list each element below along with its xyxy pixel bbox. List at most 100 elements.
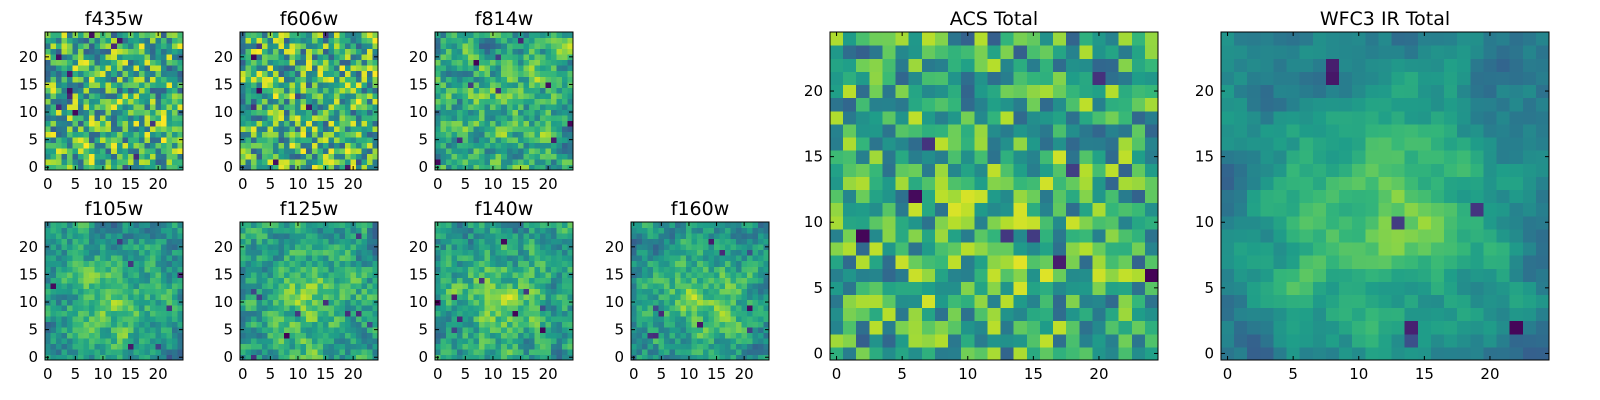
heatmap-cell: [166, 277, 173, 284]
heatmap-cell: [284, 125, 291, 132]
heatmap-cell: [144, 238, 151, 245]
heatmap-cell: [702, 282, 709, 289]
heatmap-cell: [724, 354, 731, 361]
heatmap-cell: [735, 304, 742, 311]
heatmap-cell: [528, 54, 535, 61]
heatmap-cell: [484, 244, 491, 251]
heatmap-cell: [1026, 307, 1041, 322]
heatmap-cell: [83, 54, 90, 61]
heatmap-cell: [446, 153, 453, 160]
heatmap-cell: [1092, 268, 1107, 282]
heatmap-cell: [245, 266, 252, 273]
heatmap-cell: [100, 238, 107, 245]
heatmap-cell: [245, 315, 252, 322]
heatmap-cell: [100, 92, 107, 99]
heatmap-cell: [730, 310, 737, 317]
heatmap-cell: [89, 348, 96, 356]
heatmap-cell: [262, 238, 269, 245]
heatmap-cell: [78, 147, 85, 155]
heatmap-cell: [556, 54, 563, 61]
heatmap-cell: [435, 260, 442, 267]
heatmap-cell: [534, 238, 541, 245]
heatmap-cell: [262, 147, 269, 155]
heatmap-cell: [1079, 268, 1093, 282]
heatmap-cell: [763, 343, 770, 350]
heatmap-cell: [100, 76, 107, 83]
heatmap-cell: [534, 266, 541, 273]
heatmap-cell: [333, 48, 340, 55]
heatmap-cell: [144, 131, 151, 138]
heatmap-cell: [262, 136, 269, 143]
heatmap-cell: [550, 109, 558, 116]
heatmap-cell: [144, 326, 151, 333]
heatmap-cell: [501, 255, 508, 262]
heatmap-cell: [724, 255, 731, 262]
heatmap-cell: [473, 343, 480, 350]
heatmap-cell: [50, 65, 57, 72]
heatmap-cell: [658, 227, 665, 234]
heatmap-cell: [100, 348, 107, 356]
heatmap-cell: [457, 43, 464, 50]
heatmap-cell: [556, 233, 563, 240]
heatmap-cell: [697, 238, 704, 245]
heatmap-cell: [713, 266, 720, 273]
heatmap-cell: [339, 304, 346, 311]
heatmap-cell: [300, 326, 307, 333]
heatmap-cell: [741, 315, 748, 322]
heatmap-cell: [680, 227, 687, 234]
heatmap-cell: [67, 103, 74, 110]
heatmap-cell: [56, 48, 63, 55]
heatmap-cell: [561, 76, 569, 83]
heatmap-cell: [355, 293, 363, 300]
heatmap-cell: [89, 54, 96, 61]
heatmap-cell: [561, 59, 569, 66]
heatmap-cell: [517, 59, 524, 66]
heatmap-cell: [350, 131, 357, 138]
heatmap-cell: [556, 304, 563, 311]
heatmap-cell: [350, 277, 357, 284]
heatmap-cell: [149, 32, 156, 39]
heatmap-cell: [869, 255, 884, 269]
heatmap-cell: [289, 131, 296, 138]
heatmap-cell: [166, 59, 173, 66]
heatmap-cell: [273, 233, 280, 240]
heatmap-cell: [869, 320, 884, 335]
heatmap-cell: [83, 98, 90, 105]
heatmap-cell: [149, 153, 156, 160]
heatmap-cell: [273, 332, 280, 339]
heatmap-cell: [713, 315, 720, 322]
heatmap-cell: [122, 54, 129, 61]
heatmap-cell: [440, 244, 447, 251]
heatmap-cell: [144, 125, 151, 132]
heatmap-cell: [473, 131, 480, 138]
heatmap-cell: [446, 120, 453, 127]
heatmap-cell: [506, 244, 513, 251]
heatmap-cell: [344, 304, 351, 311]
heatmap-cell: [278, 310, 285, 317]
heatmap-cell: [355, 37, 363, 44]
heatmap-cell: [322, 304, 329, 311]
heatmap-cell: [372, 153, 379, 160]
heatmap-cell: [166, 164, 173, 171]
heatmap-cell: [669, 271, 676, 278]
heatmap-cell: [686, 238, 693, 245]
heatmap-cell: [240, 65, 247, 72]
heatmap-cell: [462, 343, 469, 350]
heatmap-cell: [133, 103, 140, 110]
heatmap-cell: [138, 153, 145, 160]
heatmap-cell: [719, 288, 726, 295]
heatmap-cell: [830, 333, 844, 348]
heatmap-cell: [333, 32, 340, 39]
heatmap-cell: [528, 43, 535, 50]
heatmap-cell: [149, 326, 156, 333]
heatmap-cell: [361, 37, 368, 44]
heatmap-cell: [171, 147, 179, 155]
heatmap-cell: [567, 238, 574, 245]
heatmap-cell: [89, 32, 96, 39]
heatmap-cell: [311, 59, 318, 66]
heatmap-cell: [539, 255, 546, 262]
heatmap-cell: [741, 288, 748, 295]
heatmap-cell: [506, 153, 513, 160]
heatmap-cell: [517, 76, 524, 83]
heatmap-cell: [490, 233, 497, 240]
